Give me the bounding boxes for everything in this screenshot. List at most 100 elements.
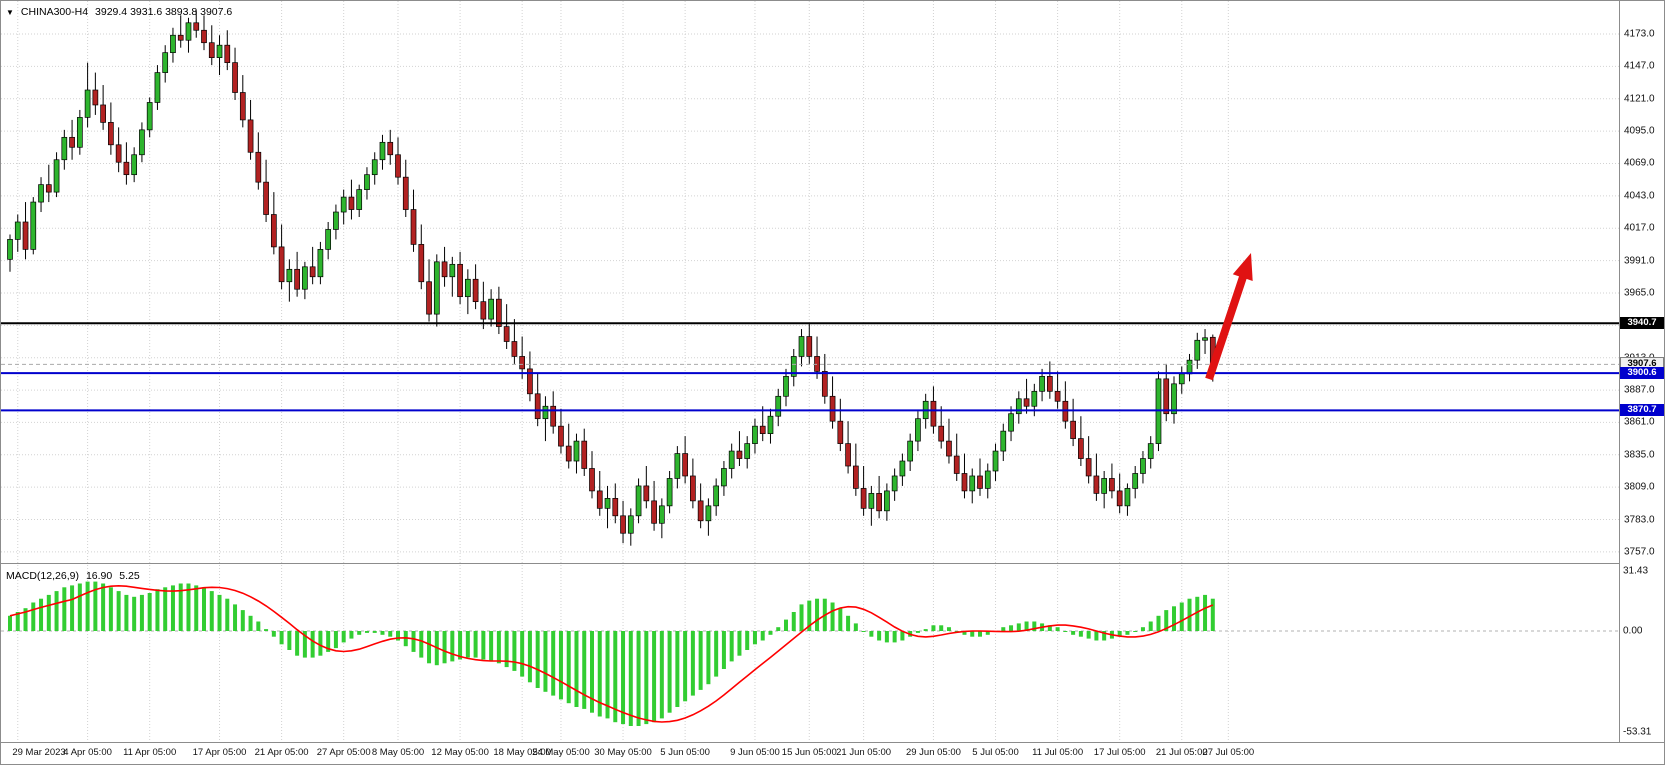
- bullish-candle[interactable]: [1194, 339, 1201, 361]
- bearish-candle[interactable]: [1078, 438, 1084, 459]
- bullish-candle[interactable]: [1132, 473, 1139, 489]
- bearish-candle[interactable]: [418, 244, 425, 283]
- bearish-candle[interactable]: [1046, 376, 1053, 392]
- bullish-candle[interactable]: [371, 159, 378, 176]
- bearish-candle[interactable]: [806, 336, 813, 357]
- bullish-candle[interactable]: [464, 278, 471, 298]
- bullish-candle[interactable]: [984, 470, 991, 489]
- bearish-candle[interactable]: [852, 465, 859, 489]
- bullish-candle[interactable]: [131, 154, 138, 176]
- bullish-candle[interactable]: [907, 440, 914, 462]
- bullish-candle[interactable]: [891, 475, 898, 492]
- bullish-candle[interactable]: [728, 450, 735, 469]
- bearish-candle[interactable]: [426, 281, 432, 315]
- bullish-candle[interactable]: [1202, 337, 1208, 341]
- bearish-candle[interactable]: [22, 221, 29, 250]
- bullish-candle[interactable]: [302, 266, 308, 290]
- bullish-candle[interactable]: [286, 268, 293, 283]
- panel-divider[interactable]: [1, 563, 1664, 565]
- bullish-candle[interactable]: [146, 102, 153, 131]
- bearish-candle[interactable]: [682, 453, 688, 477]
- bearish-candle[interactable]: [1093, 475, 1100, 494]
- bearish-candle[interactable]: [961, 473, 968, 492]
- bearish-candle[interactable]: [565, 445, 572, 462]
- bearish-candle[interactable]: [1109, 478, 1115, 492]
- bearish-candle[interactable]: [736, 450, 743, 459]
- bearish-candle[interactable]: [239, 92, 246, 121]
- bearish-candle[interactable]: [759, 425, 766, 434]
- bullish-candle[interactable]: [14, 221, 21, 240]
- bullish-candle[interactable]: [783, 376, 789, 397]
- bullish-candle[interactable]: [139, 129, 145, 156]
- bearish-candle[interactable]: [480, 301, 487, 320]
- bearish-candle[interactable]: [208, 42, 215, 58]
- bullish-candle[interactable]: [915, 418, 921, 442]
- bullish-candle[interactable]: [721, 468, 727, 487]
- bullish-candle[interactable]: [1124, 488, 1131, 507]
- bearish-candle[interactable]: [193, 22, 200, 31]
- bearish-candle[interactable]: [255, 151, 262, 183]
- bullish-candle[interactable]: [744, 443, 751, 459]
- bearish-candle[interactable]: [651, 500, 657, 524]
- bullish-candle[interactable]: [154, 72, 161, 103]
- bearish-candle[interactable]: [821, 371, 828, 397]
- bearish-candle[interactable]: [69, 136, 75, 148]
- bullish-candle[interactable]: [185, 22, 192, 41]
- bearish-candle[interactable]: [108, 122, 114, 146]
- bullish-candle[interactable]: [1171, 383, 1177, 415]
- bearish-candle[interactable]: [1085, 458, 1092, 477]
- bullish-candle[interactable]: [790, 356, 797, 377]
- bullish-candle[interactable]: [969, 475, 976, 492]
- bullish-candle[interactable]: [38, 184, 44, 203]
- bearish-candle[interactable]: [1163, 378, 1170, 415]
- bearish-candle[interactable]: [503, 326, 510, 342]
- bearish-candle[interactable]: [177, 34, 184, 41]
- trend-arrow-annotation[interactable]: [1205, 253, 1253, 381]
- bullish-candle[interactable]: [216, 44, 223, 58]
- bearish-candle[interactable]: [845, 443, 851, 467]
- bearish-candle[interactable]: [977, 475, 983, 489]
- bearish-candle[interactable]: [690, 475, 696, 502]
- bearish-candle[interactable]: [201, 29, 207, 44]
- bullish-candle[interactable]: [379, 141, 386, 161]
- bearish-candle[interactable]: [1023, 398, 1030, 407]
- macd-indicator-canvas[interactable]: [1, 565, 1619, 742]
- bearish-candle[interactable]: [519, 356, 526, 370]
- bullish-candle[interactable]: [364, 174, 370, 190]
- bearish-candle[interactable]: [534, 393, 541, 420]
- bearish-candle[interactable]: [278, 246, 285, 283]
- bearish-candle[interactable]: [1070, 420, 1076, 439]
- bearish-candle[interactable]: [953, 455, 960, 474]
- bullish-candle[interactable]: [627, 515, 634, 534]
- bearish-candle[interactable]: [402, 176, 409, 210]
- bearish-candle[interactable]: [558, 425, 564, 447]
- bearish-candle[interactable]: [581, 440, 588, 469]
- bullish-candle[interactable]: [635, 485, 642, 517]
- bullish-candle[interactable]: [1140, 458, 1146, 474]
- bearish-candle[interactable]: [938, 425, 945, 442]
- bullish-candle[interactable]: [884, 490, 890, 512]
- bullish-candle[interactable]: [1039, 376, 1045, 392]
- bearish-candle[interactable]: [643, 485, 650, 502]
- bullish-candle[interactable]: [868, 493, 875, 509]
- bearish-candle[interactable]: [1116, 490, 1123, 507]
- bullish-candle[interactable]: [317, 249, 324, 278]
- bullish-candle[interactable]: [340, 196, 347, 213]
- bearish-candle[interactable]: [1054, 390, 1061, 402]
- bullish-candle[interactable]: [604, 498, 611, 509]
- bullish-candle[interactable]: [713, 485, 720, 507]
- bullish-candle[interactable]: [899, 460, 906, 477]
- bearish-candle[interactable]: [395, 154, 401, 178]
- bullish-candle[interactable]: [705, 505, 712, 522]
- bearish-candle[interactable]: [387, 141, 394, 156]
- bullish-candle[interactable]: [488, 298, 494, 320]
- price-chart-canvas[interactable]: [1, 1, 1619, 563]
- bearish-candle[interactable]: [860, 488, 867, 509]
- bearish-candle[interactable]: [612, 498, 619, 517]
- bullish-candle[interactable]: [666, 478, 673, 507]
- bearish-candle[interactable]: [511, 341, 518, 357]
- bullish-candle[interactable]: [658, 505, 665, 524]
- bullish-candle[interactable]: [170, 34, 176, 54]
- bullish-candle[interactable]: [542, 405, 549, 420]
- bearish-candle[interactable]: [697, 500, 704, 522]
